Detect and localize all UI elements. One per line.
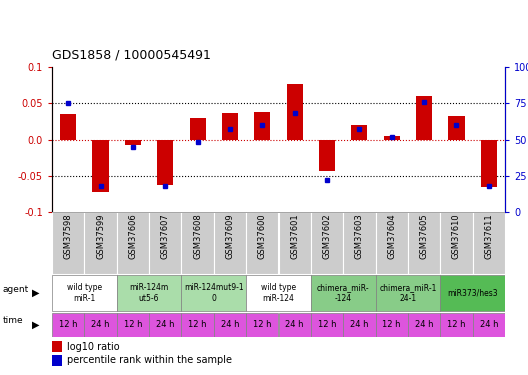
Bar [311,312,343,336]
Bar [182,312,214,336]
Bar [52,341,62,352]
Text: log10 ratio: log10 ratio [67,342,119,352]
Bar [117,212,149,274]
Text: miR-124mut9-1
0: miR-124mut9-1 0 [184,283,243,303]
Bar [157,140,173,185]
Text: 24 h: 24 h [91,320,110,329]
Bar [473,312,505,336]
Text: GSM37606: GSM37606 [128,213,137,259]
Text: chimera_miR-1
24-1: chimera_miR-1 24-1 [379,283,437,303]
Text: GSM37601: GSM37601 [290,213,299,259]
Bar [440,275,505,311]
Bar [84,312,117,336]
Bar [190,118,206,140]
Text: 12 h: 12 h [188,320,207,329]
Text: ▶: ▶ [32,320,39,330]
Text: ▶: ▶ [32,288,39,298]
Text: miR373/hes3: miR373/hes3 [447,288,498,297]
Bar [117,312,149,336]
Bar [125,140,141,145]
Bar [351,125,367,140]
Bar [384,136,400,140]
Text: GSM37607: GSM37607 [161,213,169,259]
Text: chimera_miR-
-124: chimera_miR- -124 [317,283,370,303]
Text: 24 h: 24 h [221,320,239,329]
Text: 24 h: 24 h [479,320,498,329]
Bar [278,312,311,336]
Text: 12 h: 12 h [447,320,466,329]
Text: 12 h: 12 h [318,320,336,329]
Bar [416,96,432,140]
Bar [311,275,375,311]
Bar [92,140,109,192]
Text: GSM37609: GSM37609 [225,213,234,259]
Bar [182,275,246,311]
Bar [311,212,343,274]
Text: 24 h: 24 h [350,320,369,329]
Bar [375,212,408,274]
Bar [52,212,84,274]
Text: GSM37605: GSM37605 [420,213,429,259]
Text: GSM37600: GSM37600 [258,213,267,259]
Bar [448,116,465,140]
Bar [52,275,117,311]
Text: 12 h: 12 h [59,320,78,329]
Bar [222,112,238,140]
Bar [375,275,440,311]
Text: GSM37602: GSM37602 [323,213,332,259]
Bar [319,140,335,171]
Text: miR-124m
ut5-6: miR-124m ut5-6 [129,283,169,303]
Text: percentile rank within the sample: percentile rank within the sample [67,355,231,365]
Bar [408,312,440,336]
Text: GSM37599: GSM37599 [96,213,105,259]
Text: wild type
miR-1: wild type miR-1 [67,283,102,303]
Text: GSM37610: GSM37610 [452,213,461,259]
Text: GSM37611: GSM37611 [484,213,493,259]
Bar [375,312,408,336]
Bar [480,140,497,187]
Bar [214,212,246,274]
Text: GSM37598: GSM37598 [64,213,73,259]
Text: 24 h: 24 h [415,320,433,329]
Bar [214,312,246,336]
Bar [473,212,505,274]
Text: 12 h: 12 h [124,320,142,329]
Bar [246,275,311,311]
Text: GSM37604: GSM37604 [387,213,396,259]
Text: 24 h: 24 h [156,320,174,329]
Bar [343,212,375,274]
Bar [254,112,270,140]
Bar [52,312,84,336]
Bar [278,212,311,274]
Bar [343,312,375,336]
Bar [440,312,473,336]
Text: wild type
miR-124: wild type miR-124 [261,283,296,303]
Text: GSM37603: GSM37603 [355,213,364,259]
Text: agent: agent [3,285,29,294]
Text: GDS1858 / 10000545491: GDS1858 / 10000545491 [52,49,211,62]
Bar [52,355,62,366]
Bar [84,212,117,274]
Bar [246,212,278,274]
Bar [287,84,303,140]
Bar [60,114,76,140]
Text: GSM37608: GSM37608 [193,213,202,259]
Bar [246,312,278,336]
Text: time: time [3,316,23,325]
Bar [182,212,214,274]
Text: 12 h: 12 h [382,320,401,329]
Text: 12 h: 12 h [253,320,271,329]
Bar [440,212,473,274]
Bar [408,212,440,274]
Bar [117,275,182,311]
Bar [149,212,182,274]
Bar [149,312,182,336]
Text: 24 h: 24 h [286,320,304,329]
